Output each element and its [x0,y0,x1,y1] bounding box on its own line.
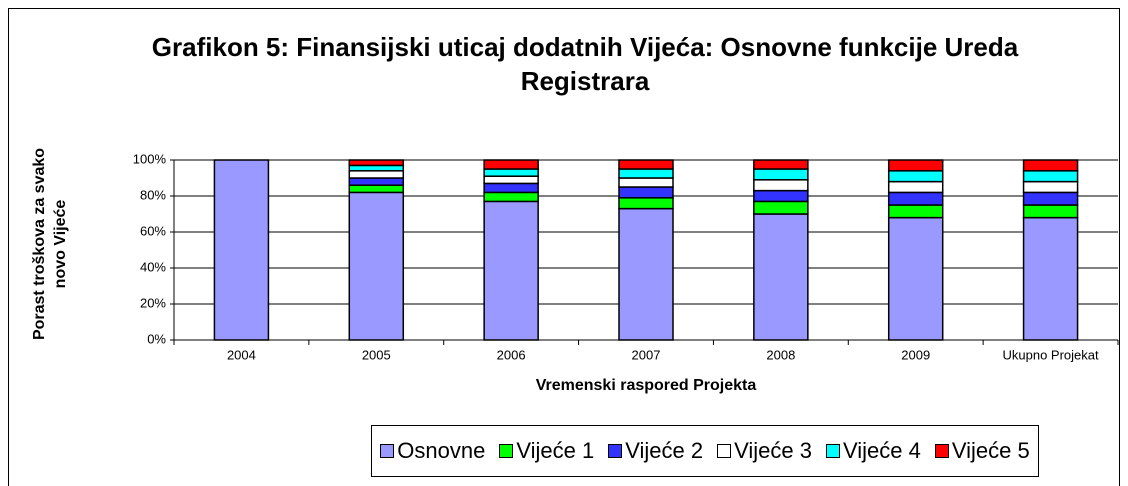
legend-swatch [717,444,732,458]
x-tick-label: 2006 [497,347,526,362]
x-axis-title: Vremenski raspored Projekta [536,377,757,394]
bar-segment [483,200,539,341]
legend-label: Vijeće 5 [951,438,1030,463]
bar-segment [753,213,809,341]
bar-segment [348,164,405,172]
legend-label: Vijeće 4 [842,438,921,463]
bar-segment [1022,180,1079,194]
bar-segment [1022,170,1079,183]
legend-swatch [934,444,949,458]
bar-segment [483,175,539,185]
legend-item: Osnovne [380,438,485,464]
bar-segment [348,191,405,341]
bar-segment [348,184,405,194]
chart-border [8,8,1120,486]
legend-swatch [499,444,514,458]
bar-segment [887,204,944,219]
bar-segment [1022,204,1079,219]
legend-label: Vijeće 3 [734,438,812,463]
y-tick-label: 100% [133,151,167,166]
chart-title: Grafikon 5: Finansijski uticaj dodatnih … [151,32,1019,96]
bar-segment [753,189,809,203]
bar-segment [483,159,539,170]
bar-segment [618,159,674,170]
bar-segment [483,191,539,203]
bar-segment [618,186,674,199]
bar-segment [887,216,944,341]
bar-segment [483,168,539,177]
bar-segment [887,170,944,183]
legend-item: Vijeće 2 [608,438,703,464]
legend-item: Vijeće 5 [934,438,1030,464]
y-tick-label: 0% [147,331,166,346]
y-tick-label: 40% [140,259,166,274]
bar-segment [753,159,809,170]
bar-segment [753,179,809,192]
bar-segment [618,177,674,188]
bar-segment [753,200,809,215]
bar-segment [1022,159,1079,172]
legend-label: Vijeće 1 [516,438,595,463]
legend-label: Osnovne [397,438,486,463]
legend: Osnovne Vijeće 1 Vijeće 2 Vijeće 3 Vijeće 4 V… [371,425,1039,477]
bar-segment [483,182,539,194]
x-tick-label: 2007 [632,347,661,362]
legend-label: Vijeće 2 [625,438,704,463]
legend-swatch [825,444,840,458]
bar-segment [618,168,674,179]
bar-segment [618,197,674,210]
legend-swatch [380,444,395,458]
y-tick-label: 20% [140,295,166,310]
bar-segment [618,207,674,341]
x-tick-label: Ukupno Projekat [1003,347,1099,362]
y-tick-label: 60% [140,223,166,238]
y-tick-label: 80% [140,187,166,202]
bar-segment [348,177,405,186]
x-tick-label: 2009 [901,347,930,362]
bar-segment [887,191,944,206]
legend-swatch [608,444,623,458]
legend-item: Vijeće 1 [499,438,594,464]
bar-segment [887,180,944,194]
x-tick-label: 2005 [362,347,391,362]
bar-segment [753,168,809,181]
bar-segment [1022,216,1079,341]
legend-item: Vijeće 3 [717,438,812,464]
bar-segment [348,159,405,167]
bar-segment [887,159,944,172]
bar-segment [1022,191,1079,206]
x-tick-label: 2004 [227,347,256,362]
bar-segment [213,159,270,341]
y-axis-title: Porast troškova za svako novo Vijeće [31,147,69,341]
legend-item: Vijeće 4 [825,438,921,464]
bar-segment [348,170,405,179]
x-tick-label: 2008 [766,347,795,362]
